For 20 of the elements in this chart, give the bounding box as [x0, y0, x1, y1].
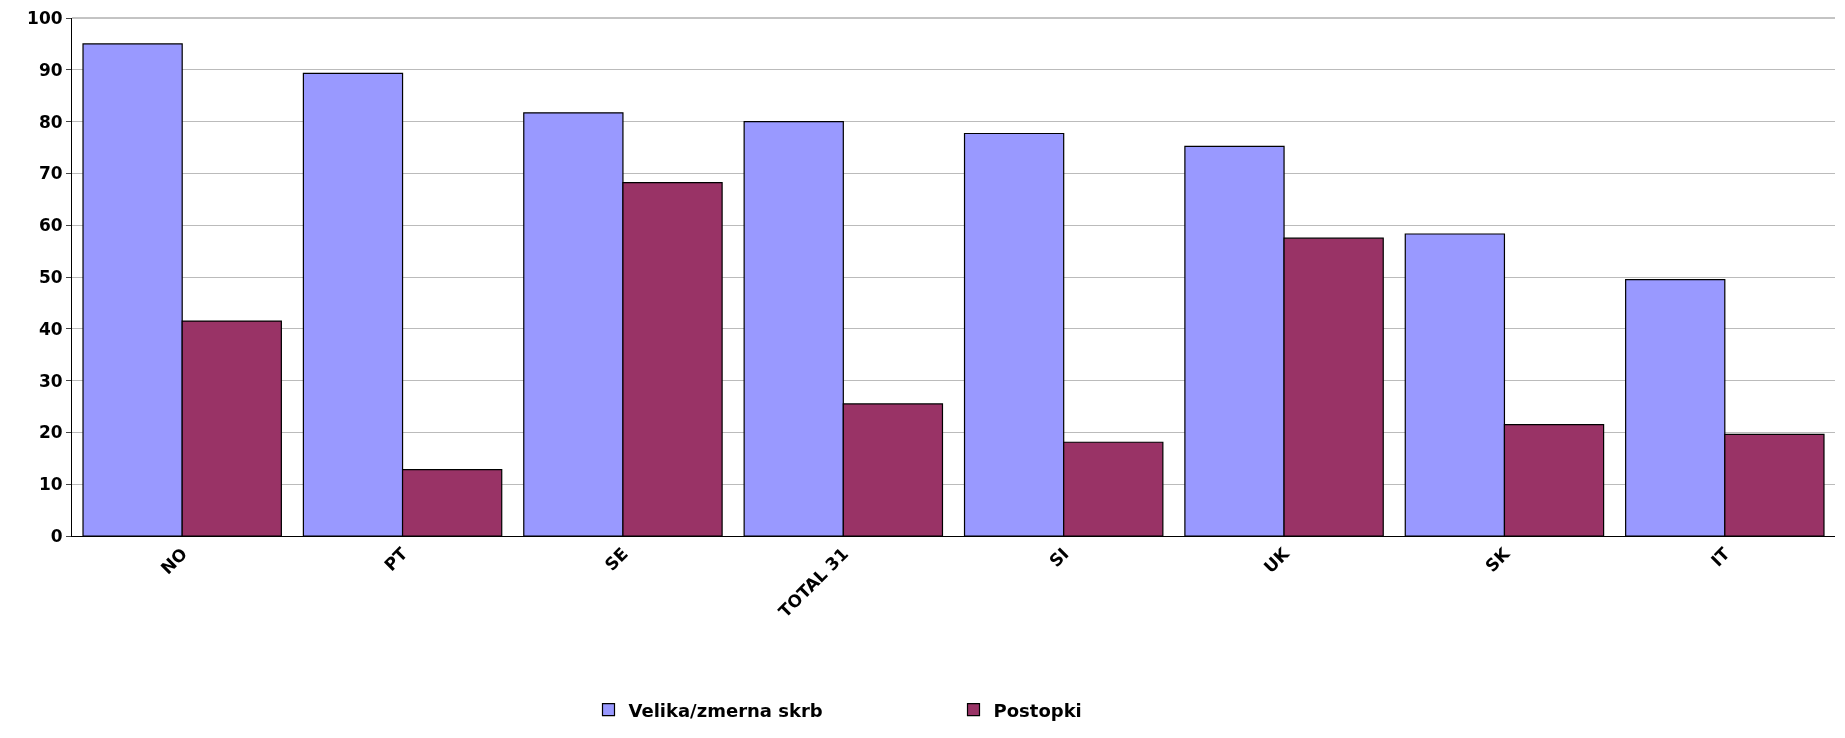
x-tick-label: SE	[600, 543, 632, 575]
y-tick-label: 100	[27, 7, 63, 28]
x-tick-label: UK	[1259, 543, 1294, 577]
y-tick-label: 0	[50, 525, 63, 546]
x-tick-label: SK	[1481, 543, 1514, 576]
legend-label: Postopki	[993, 699, 1082, 721]
y-tick-label: 50	[38, 266, 63, 287]
y-tick-label: 90	[38, 59, 63, 80]
x-tick-label: IT	[1706, 543, 1734, 571]
y-tick-label: 80	[38, 111, 63, 132]
x-tick-label: NO	[156, 543, 192, 579]
y-tick-label: 70	[38, 163, 63, 184]
x-tick-label: SI	[1045, 543, 1073, 571]
y-tick-label: 60	[38, 215, 63, 236]
x-tick-label: PT	[380, 543, 412, 575]
legend-label: Velika/zmerna skrb	[628, 699, 823, 721]
y-tick-label: 30	[38, 370, 63, 391]
y-tick-label: 40	[38, 318, 63, 339]
y-tick-label: 10	[38, 474, 63, 495]
y-tick-label: 20	[38, 422, 63, 443]
